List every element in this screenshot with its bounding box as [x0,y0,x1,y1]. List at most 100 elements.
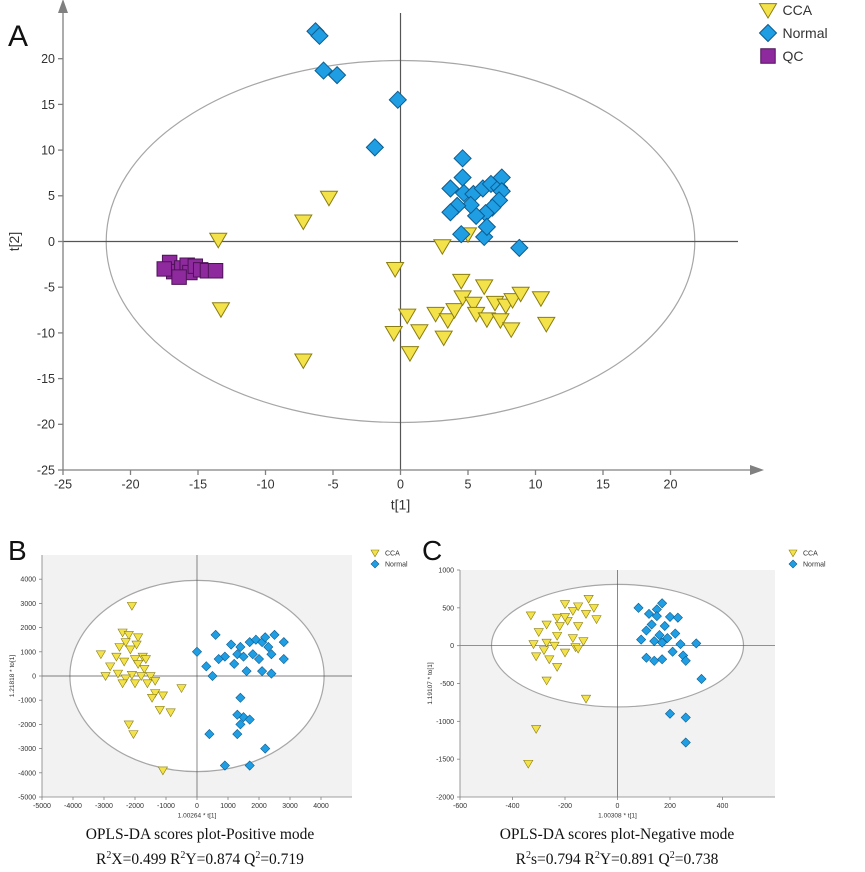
panel-b-cca-point [125,645,136,655]
panel-c-stats: R2s=0.794 R2Y=0.891 Q2=0.738 [516,850,719,868]
panel-c-cca-point [552,632,563,641]
panel-b-cca-point [100,672,111,681]
panel-b-cca-point [126,602,138,611]
panel-b-normal-point [235,719,246,730]
panel-b-letter: B [8,535,27,566]
panel-b-cca-point [140,655,151,665]
panel-a-normal-point [461,195,480,215]
panel-a-cca-point [384,326,404,342]
panel-b-normal-point [250,634,261,645]
panel-c-y-tick-label: 500 [442,605,454,612]
panel-c-normal-point [696,673,707,684]
panel-a-x-axis-label: t[1] [391,497,410,513]
panel-b-cca-point [120,674,131,684]
panel-c-x-axis-label: 1.00308 * t[1] [598,813,637,820]
panel-c-y-tick-label: 1000 [438,567,454,574]
panel-b-normal-point [210,629,221,640]
panel-c-normal-point [664,611,676,622]
panel-c-stats-part: s=0.794 R [531,851,596,868]
panel-a-cca-point [208,232,228,249]
panel-c-cca-point [541,676,552,686]
panel-a-cca-point [400,346,420,363]
panel-b-normal-point [207,670,218,682]
panel-b-cca-point [120,638,131,648]
panel-a-x-tick-label: 5 [465,478,472,492]
panel-b-cca-point [136,672,147,681]
panel-b-legend: CCA Normal [370,549,408,568]
panel-c-y-tick-label: -500 [440,681,454,688]
panel-c-normal-point [662,633,673,644]
panel-b-cca-point [132,660,144,669]
panel-a-normal-point [327,65,347,85]
panel-c-normal-point [641,625,652,636]
panel-a-x-tick-label: -10 [256,478,274,492]
panel-a-x-tick-label: -25 [54,478,72,492]
panel-b-legend-cca-marker [370,549,380,558]
panel-c-normal-point [680,737,691,748]
panel-c-cca-point [567,607,578,616]
panel-a-normal-point [388,90,408,110]
panel-b-x-tick-label: 1000 [220,803,236,810]
panel-c-normal-point [646,619,657,630]
panel-c-cca-point [583,595,594,604]
panel-b-normal-point [201,661,212,672]
panel-a-cca-point [438,313,458,330]
panel-a-legend: CCA Normal QC [758,2,828,64]
panel-b-x-tick-label: -3000 [95,803,113,810]
panel-b-stats-part: 2 [255,850,260,861]
panel-a-y-tick-label: 10 [41,143,55,157]
panel-b-normal-point [244,760,255,771]
panel-b-cca-point [95,650,107,660]
panel-b-cca-point [132,633,144,643]
panel-b-normal-point [260,743,271,754]
panel-b-y-tick-label: 4000 [20,577,36,584]
panel-a-qc-point [207,263,224,279]
panel-b-normal-point [232,729,243,740]
panel-a-cca-point [477,312,497,329]
panel-a-normal-point [314,61,333,80]
panel-b-normal-point [241,666,252,677]
panel-c-legend-cca-marker [788,549,798,558]
panel-a-cca-point [434,330,454,347]
panel-b-y-axis-label: 1.21818 * to[1] [9,655,16,697]
panel-c-letter: C [422,535,442,566]
panel-c-normal-point [667,646,678,657]
panel-b-normal-point [204,729,215,740]
panel-b-y-tick-label: -2000 [18,722,36,729]
panel-c-stats-part: 2 [595,850,600,861]
panel-b-cca-point [119,657,130,667]
panel-b-normal-point [235,692,246,703]
panel-b-cca-point [128,730,139,740]
panel-b-normal-point [235,641,246,652]
panel-a-y-tick-label: -10 [37,326,55,340]
panel-c-normal-point [633,602,644,613]
panel-b-cca-point [129,679,141,689]
panel-b-normal-point [232,709,243,720]
panel-c-cca-point [559,648,571,658]
panel-b-x-tick-label: -2000 [126,803,144,810]
panel-b-normal-point [232,649,243,660]
panel-c-y-tick-label: 0 [450,643,454,650]
panel-c-stats-part: 2 [670,850,675,861]
panel-b-x-tick-label: -5000 [33,803,51,810]
panel-a-cca-point [293,214,313,231]
panel-b-x-tick-label: -4000 [64,803,82,810]
panel-c-legend-cca-label: CCA [803,550,818,557]
panel-a-cca-point [536,316,556,333]
panel-a-x-tick-label: 0 [397,478,404,492]
panel-c-cca-point [528,640,539,650]
panel-b-cca-point [114,643,125,652]
panel-b-normal-point [238,651,249,662]
panel-a-y-tick-label: -20 [37,418,55,432]
panel-b-normal-point [244,714,255,725]
panel-b-cca-point [105,662,116,672]
panel-c-cca-point [573,644,584,654]
panel-a-x-tick-label: -20 [121,478,139,492]
panel-c-cca-point [554,622,565,631]
panel-c-cca-point [588,604,599,613]
panel-b-stats-part: Y=0.874 Q [185,851,255,868]
panel-a-legend-cca-label: CCA [783,2,813,18]
panel-c-cca-point [559,600,571,610]
panel-c-normal-point [691,638,702,649]
